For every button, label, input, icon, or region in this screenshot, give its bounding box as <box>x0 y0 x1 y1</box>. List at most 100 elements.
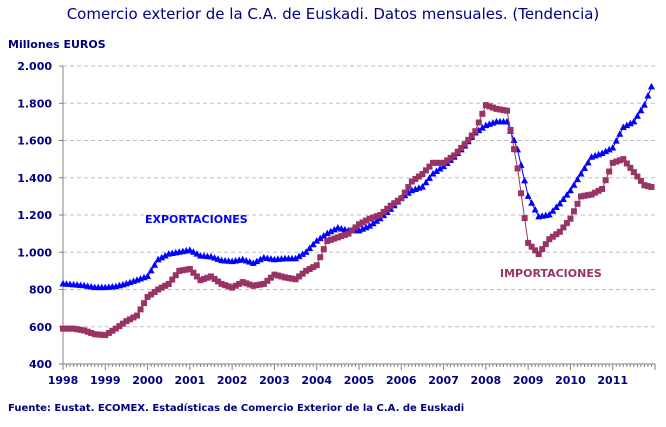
data-point-import <box>415 173 422 180</box>
series-line-exportaciones <box>62 86 652 289</box>
data-point-export <box>623 121 631 129</box>
data-point-import <box>116 323 123 330</box>
data-point-import <box>394 197 401 204</box>
data-point-export <box>644 91 652 99</box>
y-tick-label: 800 <box>29 284 52 297</box>
data-point-import <box>468 132 475 139</box>
data-point-export <box>478 124 486 131</box>
x-tick-label: 2004 <box>301 374 332 387</box>
data-point-export <box>570 181 578 188</box>
data-point-import <box>588 191 595 198</box>
data-point-export <box>295 252 303 260</box>
data-point-export <box>327 227 335 235</box>
data-point-export <box>577 170 585 177</box>
x-tick-label: 2001 <box>175 374 206 387</box>
data-point-import <box>176 267 183 274</box>
chart-title: Comercio exterior de la C.A. de Euskadi.… <box>66 5 600 23</box>
data-point-import <box>613 158 620 165</box>
data-point-export <box>602 147 610 155</box>
data-point-export <box>433 167 441 175</box>
data-point-export <box>556 199 564 207</box>
data-point-import <box>440 159 447 166</box>
data-point-export <box>373 217 381 224</box>
data-point-export <box>253 257 261 265</box>
data-point-import <box>648 184 655 191</box>
data-point-import <box>408 178 415 185</box>
data-point-import <box>606 168 613 175</box>
data-point-import <box>641 182 648 189</box>
data-point-import <box>95 331 102 338</box>
data-point-import <box>229 284 236 291</box>
data-point-import <box>585 192 592 199</box>
data-point-import <box>84 328 91 335</box>
data-point-export <box>605 145 613 153</box>
data-point-import <box>599 185 606 192</box>
data-point-export <box>425 174 433 181</box>
data-point-export <box>436 165 444 172</box>
data-point-export <box>616 130 624 137</box>
data-point-export <box>640 101 648 108</box>
data-point-import <box>299 270 306 277</box>
data-point-import <box>67 325 74 332</box>
x-tick-label: 1999 <box>90 374 121 387</box>
data-point-export <box>309 240 317 248</box>
data-point-import <box>151 288 158 295</box>
data-point-export <box>186 246 194 253</box>
data-point-export <box>193 250 201 257</box>
data-point-import <box>602 177 609 184</box>
data-point-export <box>320 232 328 239</box>
data-point-import <box>155 286 162 293</box>
data-point-import <box>338 233 345 240</box>
data-point-import <box>560 224 567 231</box>
data-point-import <box>553 231 560 238</box>
data-point-import <box>514 165 521 172</box>
data-point-import <box>419 171 426 178</box>
data-point-import <box>260 280 267 287</box>
data-point-import <box>232 282 239 289</box>
data-point-import <box>169 276 176 283</box>
data-point-export <box>429 170 437 177</box>
data-point-import <box>475 119 482 126</box>
data-point-import <box>162 282 169 289</box>
data-point-import <box>479 110 486 117</box>
data-point-import <box>218 280 225 287</box>
data-point-import <box>324 238 331 245</box>
data-point-import <box>186 266 193 273</box>
data-point-export <box>630 117 638 125</box>
data-point-import <box>366 215 373 222</box>
y-tick-label: 400 <box>29 358 52 371</box>
data-point-import <box>542 241 549 248</box>
data-point-export <box>256 255 264 263</box>
x-tick-label: 2011 <box>597 374 628 387</box>
data-point-import <box>384 205 391 212</box>
data-point-import <box>310 264 317 271</box>
data-point-export <box>249 259 257 266</box>
data-point-import <box>190 269 197 276</box>
data-point-import <box>630 169 637 176</box>
data-point-import <box>570 208 577 215</box>
data-point-import <box>70 325 77 332</box>
data-point-import <box>556 228 563 235</box>
data-point-export <box>573 175 581 183</box>
data-point-import <box>289 275 296 282</box>
data-point-import <box>500 107 507 114</box>
data-point-import <box>317 254 324 261</box>
data-point-import <box>123 318 130 325</box>
data-point-import <box>454 148 461 155</box>
data-point-export <box>316 234 324 242</box>
data-point-import <box>489 104 496 111</box>
data-point-import <box>193 273 200 280</box>
series-label-exportaciones: EXPORTACIONES <box>145 213 248 226</box>
data-point-import <box>306 266 313 273</box>
data-point-import <box>627 164 634 171</box>
data-point-export <box>161 251 169 259</box>
data-point-export <box>313 237 321 244</box>
data-point-import <box>204 274 211 281</box>
data-point-export <box>189 248 197 255</box>
data-point-import <box>236 280 243 287</box>
data-point-import <box>623 160 630 167</box>
data-point-export <box>151 261 159 268</box>
data-point-export <box>633 112 641 119</box>
data-point-export <box>147 266 155 274</box>
data-point-import <box>148 291 155 298</box>
